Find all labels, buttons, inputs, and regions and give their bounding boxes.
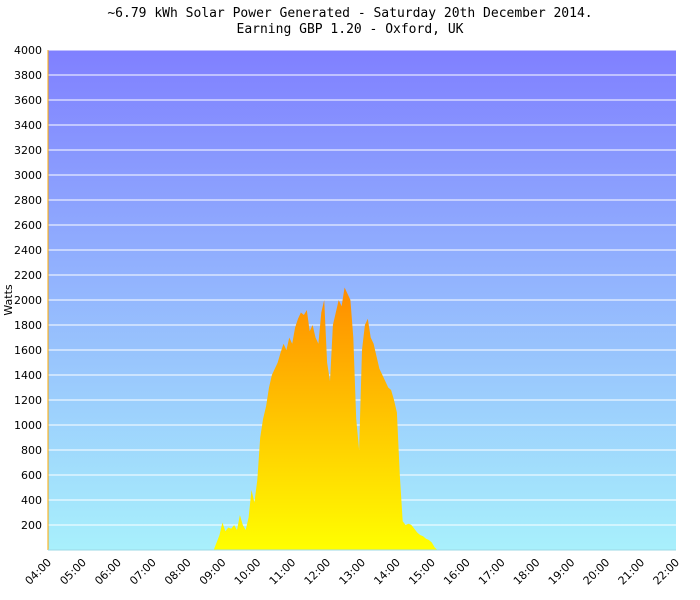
x-tick-label: 07:00	[127, 556, 159, 588]
x-tick-label: 18:00	[511, 556, 543, 588]
x-tick-label: 13:00	[337, 556, 369, 588]
axes	[47, 50, 676, 551]
x-tick-label: 15:00	[406, 556, 438, 588]
x-tick-label: 04:00	[23, 556, 55, 588]
x-tick-label: 21:00	[616, 556, 648, 588]
x-tick-label: 20:00	[581, 556, 613, 588]
x-tick-label: 14:00	[371, 556, 403, 588]
y-tick-label: 1400	[14, 369, 42, 382]
y-tick-label: 3200	[14, 144, 42, 157]
y-tick-label: 1600	[14, 344, 42, 357]
y-tick-label: 2200	[14, 269, 42, 282]
y-tick-label: 200	[21, 519, 42, 532]
y-tick-label: 3600	[14, 94, 42, 107]
x-tick-label: 19:00	[546, 556, 578, 588]
x-tick-label: 22:00	[651, 556, 683, 588]
y-tick-label: 3000	[14, 169, 42, 182]
y-tick-label: 2000	[14, 294, 42, 307]
x-tick-label: 06:00	[92, 556, 124, 588]
y-tick-label: 2600	[14, 219, 42, 232]
x-tick-label: 16:00	[441, 556, 473, 588]
x-tick-label: 10:00	[232, 556, 264, 588]
x-tick-label: 05:00	[57, 556, 89, 588]
power-area	[213, 287, 470, 550]
y-axis-label: Watts	[2, 284, 15, 316]
y-tick-label: 4000	[14, 44, 42, 57]
x-tick-label: 09:00	[197, 556, 229, 588]
x-axis-tick-labels: 04:00 05:00 06:00 07:00 08:00 09:00 10:00 11:00…	[23, 556, 683, 588]
y-tick-label: 3800	[14, 69, 42, 82]
y-tick-label: 600	[21, 469, 42, 482]
y-tick-label: 2800	[14, 194, 42, 207]
y-tick-label: 400	[21, 494, 42, 507]
y-tick-label: 1800	[14, 319, 42, 332]
y-axis-tick-labels: 200 400 600 800 1000 1200 1400 1600 1800 2000 2200…	[14, 44, 42, 532]
x-tick-label: 11:00	[267, 556, 299, 588]
y-tick-label: 800	[21, 444, 42, 457]
chart-title: ~6.79 kWh Solar Power Generated - Saturd…	[107, 6, 593, 21]
x-tick-label: 17:00	[476, 556, 508, 588]
y-tick-label: 3400	[14, 119, 42, 132]
y-tick-label: 2400	[14, 244, 42, 257]
y-tick-label: 1000	[14, 419, 42, 432]
y-tick-label: 1200	[14, 394, 42, 407]
power-series	[213, 287, 470, 550]
x-tick-label: 08:00	[162, 556, 194, 588]
x-tick-label: 12:00	[302, 556, 334, 588]
chart-subtitle: Earning GBP 1.20 - Oxford, UK	[236, 22, 464, 37]
